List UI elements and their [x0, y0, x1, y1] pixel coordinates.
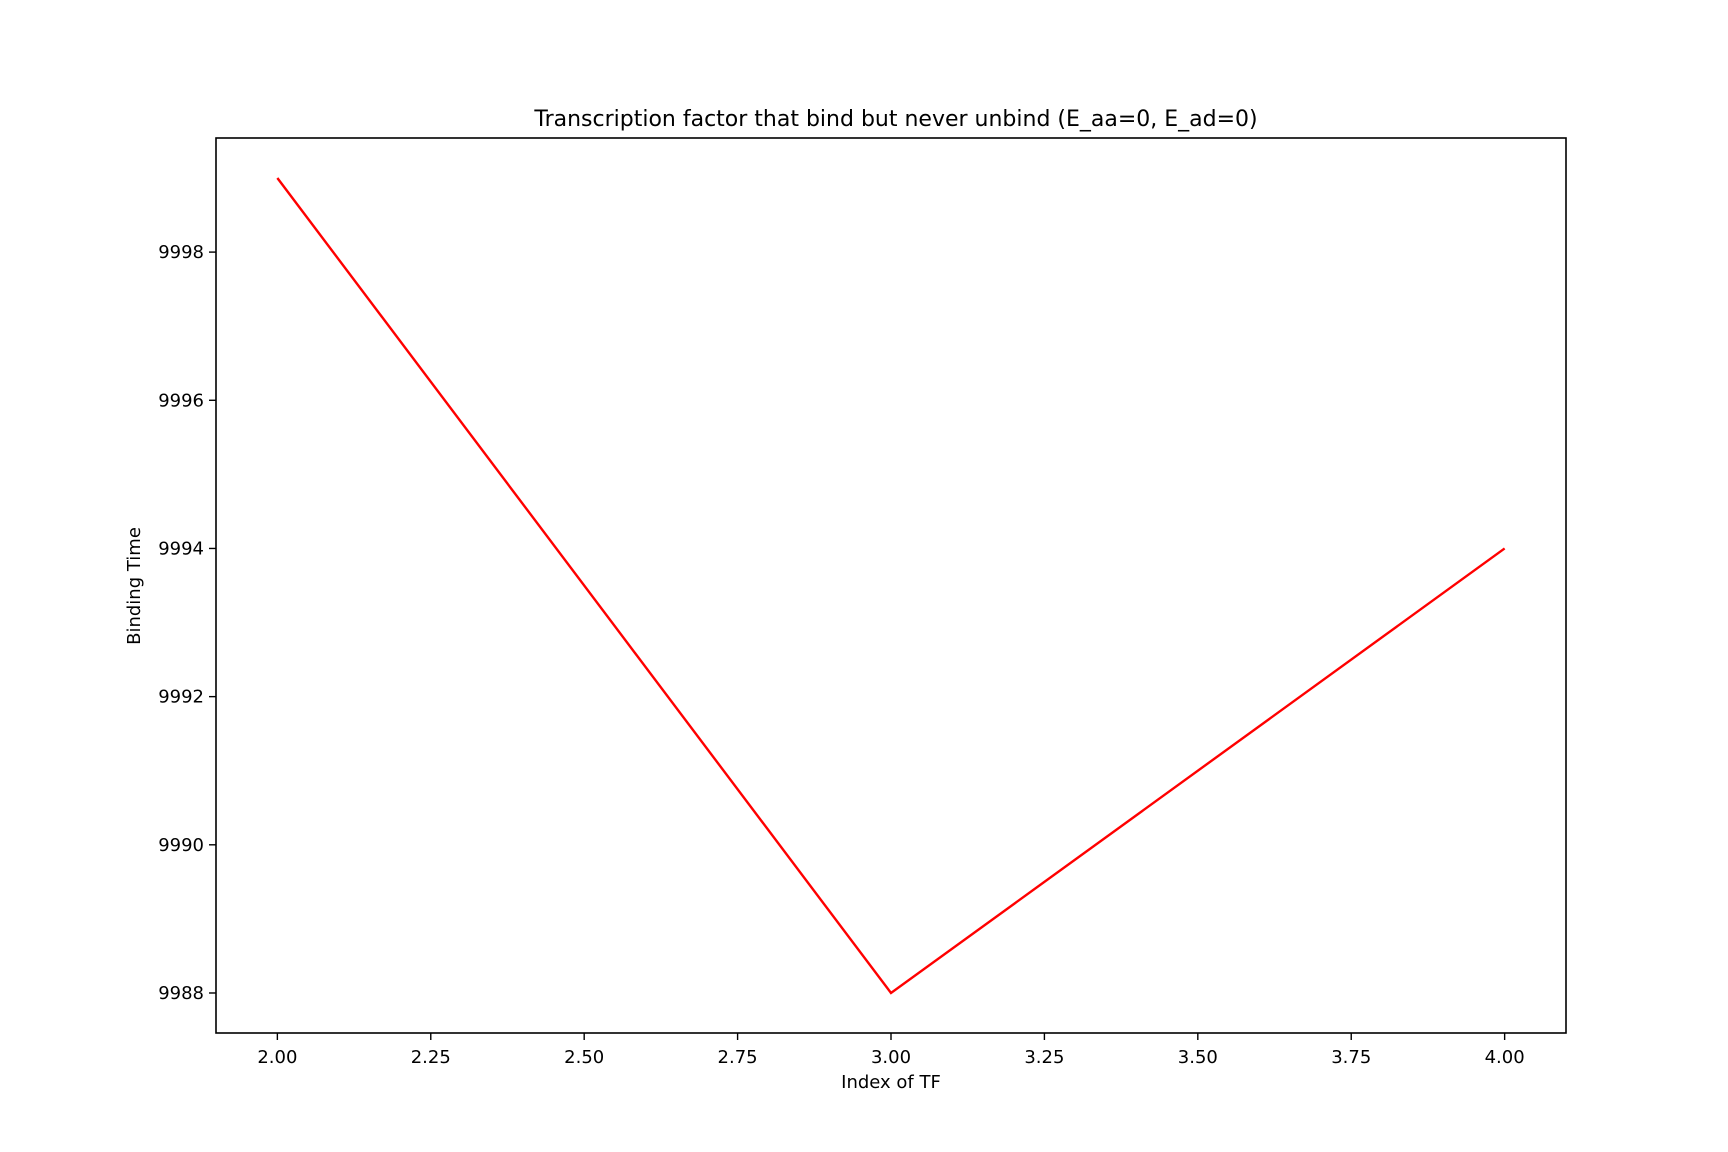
y-tick-label: 9990 — [158, 835, 204, 856]
x-tick-label: 2.50 — [564, 1047, 604, 1068]
x-tick-label: 2.25 — [411, 1047, 451, 1068]
chart-title: Transcription factor that bind but never… — [533, 107, 1257, 132]
x-tick-label: 2.00 — [257, 1047, 297, 1068]
y-tick-label: 9992 — [158, 687, 204, 708]
x-tick-label: 3.50 — [1178, 1047, 1218, 1068]
y-tick-label: 9988 — [158, 983, 204, 1004]
x-tick-label: 3.00 — [871, 1047, 911, 1068]
y-tick-label: 9994 — [158, 538, 204, 559]
x-tick-label: 3.25 — [1024, 1047, 1064, 1068]
plot-layer — [276, 177, 1506, 995]
plot-area-frame — [215, 137, 1567, 1034]
x-axis-label: Index of TF — [841, 1072, 941, 1093]
x-tick-label: 2.75 — [718, 1047, 758, 1068]
series-line-binding-time — [276, 177, 1506, 995]
x-tick-label: 4.00 — [1485, 1047, 1525, 1068]
x-tick-label: 3.75 — [1331, 1047, 1371, 1068]
y-tick-label: 9996 — [158, 390, 204, 411]
y-axis-label: Binding Time — [124, 527, 145, 645]
y-tick-label: 9998 — [158, 242, 204, 263]
x-axis-ticks: 2.00 2.25 2.50 2.75 3.00 3.25 3.50 3.75 4.00 — [257, 1033, 1525, 1068]
y-axis-ticks: 9988 9990 9992 9994 9996 9998 — [158, 242, 216, 1004]
